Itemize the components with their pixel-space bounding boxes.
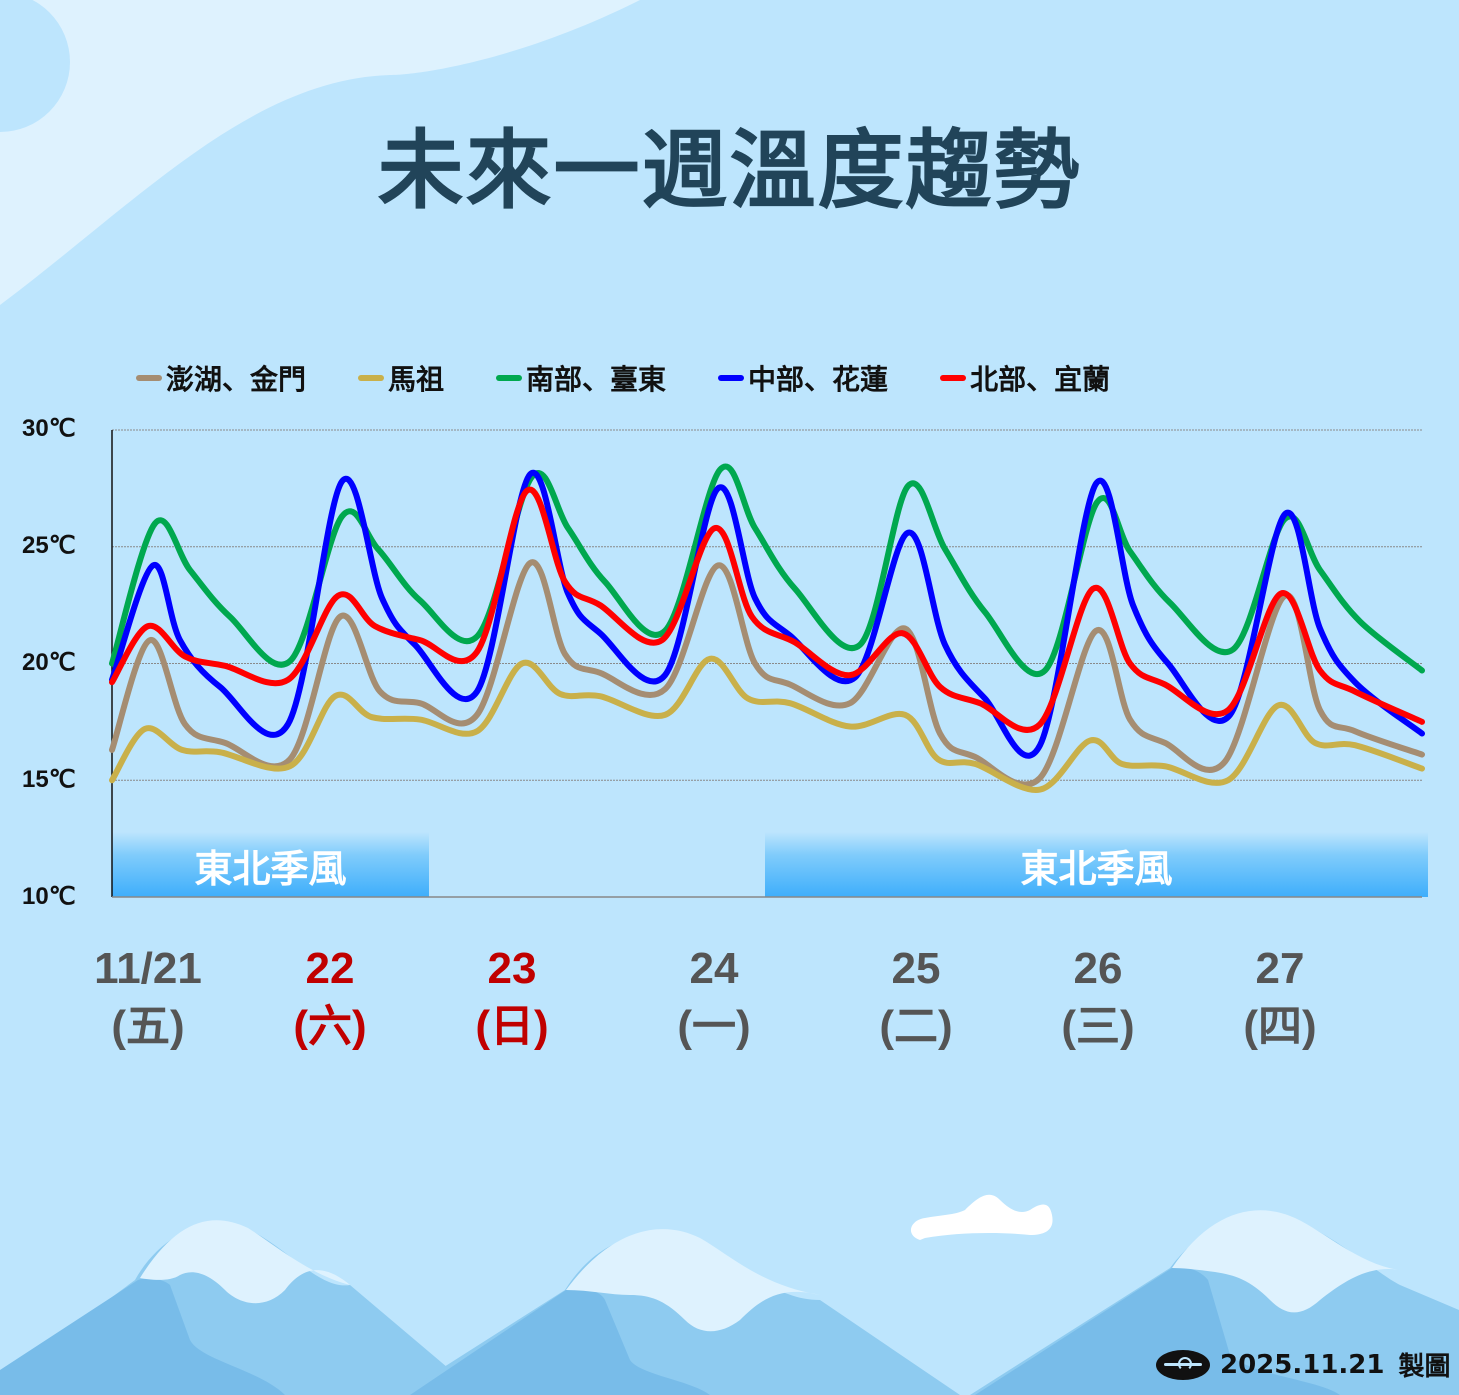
series-lines <box>109 463 1425 793</box>
x-label-date: 27 <box>1255 944 1305 993</box>
legend-item-central-hualien: 中部、花蓮 <box>718 358 888 398</box>
x-label-weekday: (六) <box>293 1002 367 1051</box>
x-label-date: 26 <box>1073 944 1123 993</box>
y-tick-25: 25℃ <box>22 532 76 559</box>
credit-date: 2025.11.21 <box>1220 1349 1385 1380</box>
page-title: 未來一週溫度趨勢 <box>377 121 1082 221</box>
x-label-weekday: (五) <box>111 1002 185 1051</box>
monsoon-band-2 <box>765 832 1428 897</box>
legend-swatch-icon <box>718 375 745 381</box>
legend-label: 南部、臺東 <box>526 363 667 396</box>
legend-item-matsu: 馬祖 <box>358 358 444 398</box>
legend-item-penghu-kinmen: 澎湖、金門 <box>136 358 306 398</box>
x-label-weekday: (二) <box>879 1002 953 1051</box>
x-label-day-3: 23 (日) <box>432 940 592 1056</box>
top-left-light-wave <box>0 0 640 305</box>
x-label-weekday: (三) <box>1061 1002 1135 1051</box>
legend-swatch-icon <box>136 375 162 381</box>
legend-swatch-icon <box>940 375 967 381</box>
legend-item-north-yilan: 北部、宜蘭 <box>940 358 1110 398</box>
x-label-date: 24 <box>689 944 739 993</box>
cloud <box>910 1194 1053 1240</box>
x-label-date: 11/21 <box>94 944 202 993</box>
x-label-day-2: 22 (六) <box>250 940 410 1056</box>
x-label-weekday: (日) <box>475 1002 549 1051</box>
gridlines <box>112 429 1422 781</box>
series-line <box>109 559 1425 788</box>
x-label-day-1: 11/21 (五) <box>68 940 228 1056</box>
series-line <box>109 486 1425 733</box>
chart-legend: 澎湖、金門 馬祖 南部、臺東 中部、花蓮 北部、宜蘭 <box>136 358 1162 398</box>
x-label-day-5: 25 (二) <box>836 940 996 1056</box>
monsoon-label-1: 東北季風 <box>194 847 347 891</box>
credit: 2025.11.21 製圖 <box>1156 1346 1451 1383</box>
x-label-weekday: (四) <box>1243 1002 1317 1051</box>
y-tick-15: 15℃ <box>22 766 76 793</box>
series-line <box>109 655 1425 793</box>
x-label-date: 23 <box>487 944 537 993</box>
y-tick-10: 10℃ <box>22 883 76 910</box>
legend-label: 澎湖、金門 <box>166 363 307 396</box>
credit-suffix: 製圖 <box>1398 1352 1451 1382</box>
x-label-day-6: 26 (三) <box>1018 940 1178 1056</box>
legend-label: 中部、花蓮 <box>748 363 889 396</box>
series-line <box>109 469 1425 759</box>
legend-label: 馬祖 <box>388 363 445 396</box>
top-left-circle <box>0 0 70 132</box>
x-label-day-4: 24 (一) <box>634 940 794 1056</box>
x-label-day-7: 27 (四) <box>1200 940 1360 1056</box>
x-label-date: 25 <box>891 944 941 993</box>
legend-label: 北部、宜蘭 <box>970 363 1111 396</box>
legend-swatch-icon <box>496 375 523 381</box>
cwa-logo-icon <box>1156 1349 1210 1380</box>
x-label-weekday: (一) <box>677 1002 751 1051</box>
mountains <box>0 1210 1459 1395</box>
series-line <box>109 463 1425 677</box>
y-tick-30: 30℃ <box>22 415 76 442</box>
monsoon-band-1 <box>112 832 429 897</box>
legend-item-south-taitung: 南部、臺東 <box>496 358 666 398</box>
x-label-date: 22 <box>305 944 355 993</box>
y-tick-20: 20℃ <box>22 649 76 676</box>
legend-swatch-icon <box>358 375 385 381</box>
monsoon-label-2: 東北季風 <box>1020 847 1173 891</box>
